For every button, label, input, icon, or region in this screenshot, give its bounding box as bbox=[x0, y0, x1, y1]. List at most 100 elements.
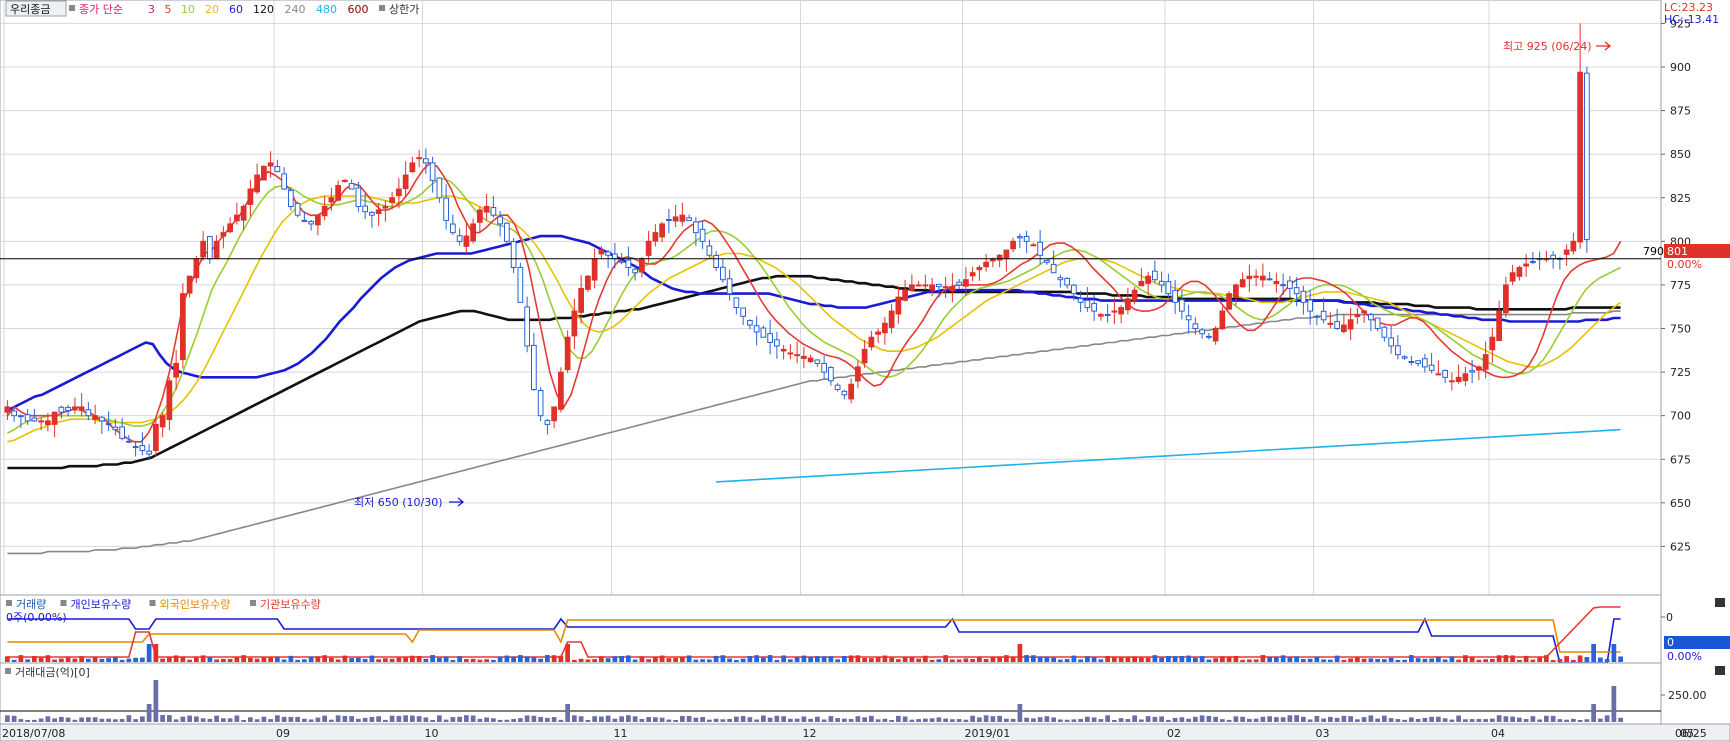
ma-legend-5[interactable]: 5 bbox=[165, 3, 172, 16]
volume-bar bbox=[1247, 659, 1252, 662]
candle-body bbox=[1030, 244, 1037, 247]
x-axis-bar[interactable] bbox=[0, 723, 1730, 741]
candle-body bbox=[1152, 270, 1158, 281]
volume-bar bbox=[491, 659, 496, 662]
volume-bar bbox=[1382, 659, 1387, 662]
volume-bar bbox=[1253, 659, 1259, 662]
volume-bar bbox=[1530, 659, 1536, 662]
turnover-bar bbox=[92, 717, 98, 722]
volume-bar bbox=[1220, 656, 1225, 662]
turnover-bar bbox=[1220, 719, 1225, 722]
turnover-panel[interactable] bbox=[0, 662, 1662, 725]
ma-legend-120[interactable]: 120 bbox=[253, 3, 274, 16]
volume-bar bbox=[234, 657, 240, 662]
candle-body bbox=[942, 286, 949, 289]
candle-body bbox=[679, 214, 686, 222]
turnover-bar bbox=[639, 718, 645, 722]
candle-body bbox=[159, 415, 166, 428]
turnover-bar bbox=[619, 716, 624, 722]
holdings-legend-item[interactable]: 개인보유수량 bbox=[71, 598, 132, 611]
volume-bar bbox=[734, 659, 739, 662]
holdings-legend-item[interactable]: 외국인보유수량 bbox=[160, 598, 231, 611]
candle-body bbox=[328, 197, 335, 203]
volume-bar bbox=[1483, 659, 1488, 662]
stock-name-box[interactable] bbox=[5, 0, 67, 17]
volume-bar bbox=[626, 655, 631, 662]
turnover-bar bbox=[214, 715, 219, 722]
turnover-close-icon[interactable] bbox=[1715, 666, 1725, 675]
candle-body bbox=[126, 440, 132, 443]
ma-line-60 bbox=[6, 234, 1621, 412]
ma-legend-10[interactable]: 10 bbox=[181, 3, 195, 16]
ma-legend-60[interactable]: 60 bbox=[229, 3, 243, 16]
holdings-legend-item[interactable]: 기관보유수량 bbox=[260, 598, 321, 611]
volume-bar bbox=[356, 657, 361, 662]
turnover-bar bbox=[167, 715, 172, 722]
turnover-bar bbox=[1409, 717, 1414, 722]
candle-body bbox=[1111, 310, 1118, 313]
volume-bar bbox=[538, 658, 543, 662]
turnover-bar bbox=[1361, 717, 1367, 722]
volume-bar bbox=[389, 658, 395, 662]
volume-bar bbox=[221, 658, 226, 662]
turnover-bar bbox=[1510, 716, 1515, 722]
volume-bar bbox=[1037, 656, 1043, 662]
holdings-close-icon[interactable] bbox=[1715, 598, 1725, 607]
ma-legend-600[interactable]: 600 bbox=[348, 3, 369, 16]
volume-bar bbox=[1341, 659, 1347, 662]
candle-body bbox=[301, 219, 308, 222]
turnover-bar bbox=[342, 715, 348, 722]
turnover-bar bbox=[288, 716, 294, 722]
turnover-bar bbox=[1186, 718, 1191, 722]
turnover-bar bbox=[902, 716, 908, 722]
volume-bar bbox=[1213, 658, 1218, 662]
candle-body bbox=[1368, 314, 1374, 321]
ma-line-20 bbox=[7, 195, 1622, 443]
turnover-bar bbox=[599, 716, 604, 722]
turnover-bar bbox=[504, 719, 510, 722]
turnover-bar bbox=[511, 718, 516, 722]
volume-bar bbox=[754, 655, 759, 662]
price-panel[interactable] bbox=[0, 0, 1662, 596]
volume-bar bbox=[1584, 657, 1590, 662]
candle-body bbox=[1037, 241, 1043, 256]
volume-bar bbox=[45, 655, 51, 662]
ma-legend-480[interactable]: 480 bbox=[316, 3, 337, 16]
candle-body bbox=[841, 390, 848, 396]
limit-label[interactable]: 상한가 bbox=[389, 3, 419, 16]
y-tick-label: 750 bbox=[1670, 323, 1691, 336]
volume-bar bbox=[1159, 657, 1164, 662]
candle-body bbox=[517, 266, 524, 303]
ma-legend-3[interactable]: 3 bbox=[148, 3, 155, 16]
candle-body bbox=[915, 284, 922, 287]
candle-body bbox=[1307, 299, 1313, 312]
candle-body bbox=[1057, 277, 1064, 281]
high-arrow-icon bbox=[1596, 41, 1612, 51]
turnover-bar bbox=[1179, 717, 1185, 722]
ma-legend-240[interactable]: 240 bbox=[285, 3, 306, 16]
volume-bar bbox=[1226, 656, 1232, 662]
candle-body bbox=[180, 293, 186, 361]
candle-body bbox=[315, 214, 321, 226]
current-change-pct: 0.00% bbox=[1667, 258, 1702, 271]
candle-body bbox=[828, 366, 834, 382]
volume-bar bbox=[335, 659, 341, 662]
turnover-legend: 거래대금(억)[0] bbox=[15, 666, 90, 679]
turnover-bar bbox=[106, 718, 111, 722]
turnover-bar bbox=[1037, 717, 1043, 722]
turnover-bar bbox=[1118, 718, 1124, 722]
holdings-panel[interactable] bbox=[0, 594, 1662, 664]
turnover-bar bbox=[869, 715, 874, 722]
holdings-legend-item[interactable]: 거래량 bbox=[16, 598, 46, 611]
turnover-bar bbox=[1064, 719, 1070, 722]
candle-body bbox=[382, 205, 389, 209]
candle-body bbox=[254, 174, 260, 193]
volume-bar bbox=[254, 658, 260, 662]
candle-body bbox=[58, 406, 65, 413]
ma-legend-20[interactable]: 20 bbox=[205, 3, 219, 16]
turnover-bar bbox=[855, 716, 861, 722]
candle-body bbox=[1435, 373, 1442, 376]
turnover-bar bbox=[740, 715, 746, 722]
candle-body bbox=[1509, 272, 1516, 282]
